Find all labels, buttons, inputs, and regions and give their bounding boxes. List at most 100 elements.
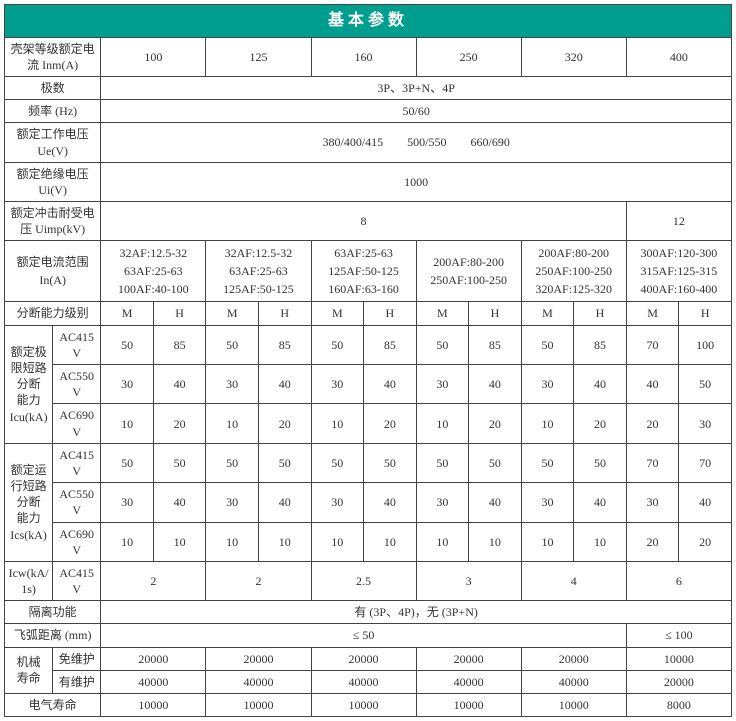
class-H: H <box>679 302 732 325</box>
class-M: M <box>311 302 364 325</box>
cell: 50 <box>258 443 311 482</box>
cell: 10 <box>153 522 206 561</box>
class-H: H <box>469 302 522 325</box>
in-range-0: 32AF:12.5-3263AF:25-63100AF:40-100 <box>101 241 206 302</box>
cell: 20000 <box>626 670 731 693</box>
cell: 85 <box>258 325 311 364</box>
cell: 20 <box>626 522 679 561</box>
mech-no-maint-row: 机械寿命 免维护 20000 20000 20000 20000 20000 1… <box>5 647 732 670</box>
arc-row: 飞弧距离 (mm) ≤ 50 ≤ 100 <box>5 624 732 647</box>
cell: 50 <box>364 443 417 482</box>
freq-row: 频率 (Hz) 50/60 <box>5 100 732 123</box>
in-range-1: 32AF:12.5-3263AF:25-63125AF:50-125 <box>206 241 311 302</box>
cell: 40 <box>364 365 417 404</box>
label-mech-life: 机械寿命 <box>5 647 53 693</box>
cell: 85 <box>574 325 627 364</box>
ics-row-690: AC690V 1010 1010 1010 1010 1010 2020 <box>5 522 732 561</box>
class-H: H <box>153 302 206 325</box>
cell: 10 <box>521 522 574 561</box>
cell: 50 <box>521 443 574 482</box>
class-M: M <box>521 302 574 325</box>
in-range-4: 200AF:80-200250AF:100-250320AF:125-320 <box>521 241 626 302</box>
cell: 40 <box>679 483 732 522</box>
cell: 70 <box>626 325 679 364</box>
cell: 40 <box>258 483 311 522</box>
header-row: 基本参数 <box>5 5 732 38</box>
icw-voltage: AC415V <box>53 561 101 600</box>
label-icu: 额定极限短路分断能力Icu(kA) <box>5 325 53 443</box>
label-ui: 额定绝缘电压Ui(V) <box>5 162 101 201</box>
class-H: H <box>364 302 417 325</box>
class-M: M <box>626 302 679 325</box>
cell: 40 <box>364 483 417 522</box>
label-in-range: 额定电流范围In(A) <box>5 241 101 302</box>
class-H: H <box>258 302 311 325</box>
voltage: AC690V <box>53 522 101 561</box>
cell: 85 <box>364 325 417 364</box>
frame-current-row: 壳架等级额定电流 Inm(A) 100 125 160 250 320 400 <box>5 37 732 76</box>
cell: 50 <box>153 443 206 482</box>
table-title: 基本参数 <box>5 5 732 38</box>
cell: 40 <box>574 365 627 404</box>
cell: 10000 <box>416 694 521 717</box>
cell: 50 <box>469 443 522 482</box>
in-range-row: 额定电流范围In(A) 32AF:12.5-3263AF:25-63100AF:… <box>5 241 732 302</box>
cell: 50 <box>206 325 259 364</box>
cell: 10000 <box>311 694 416 717</box>
cell: 40 <box>574 483 627 522</box>
cell: 10000 <box>206 694 311 717</box>
icw-row: Icw(kA/1s) AC415V 2 2 2.5 3 4 6 <box>5 561 732 600</box>
cell: 10 <box>101 404 154 443</box>
label-frame-current: 壳架等级额定电流 Inm(A) <box>5 37 101 76</box>
cell: 40 <box>469 483 522 522</box>
cell: 20000 <box>101 647 206 670</box>
cell: 30 <box>311 483 364 522</box>
in-range-5: 300AF:120-300315AF:125-315400AF:160-400 <box>626 241 731 302</box>
cell: 10 <box>521 404 574 443</box>
cell: 40000 <box>416 670 521 693</box>
icw-2: 2.5 <box>311 561 416 600</box>
cell: 40000 <box>206 670 311 693</box>
cell: 20000 <box>311 647 416 670</box>
cell: 20 <box>258 404 311 443</box>
icw-0: 2 <box>101 561 206 600</box>
cell: 10 <box>101 522 154 561</box>
cell: 10 <box>574 522 627 561</box>
label-ics: 额定运行短路分断能力Ics(kA) <box>5 443 53 561</box>
label-isolation: 隔离功能 <box>5 601 101 624</box>
cell: 30 <box>101 365 154 404</box>
cell: 10 <box>469 522 522 561</box>
label-no-maint: 免维护 <box>53 647 101 670</box>
cell: 20 <box>364 404 417 443</box>
freq-value: 50/60 <box>101 100 732 123</box>
frame-current-4: 320 <box>521 37 626 76</box>
voltage: AC415V <box>53 443 101 482</box>
label-ue: 额定工作电压Ue(V) <box>5 123 101 162</box>
icw-5: 6 <box>626 561 731 600</box>
cell: 20 <box>574 404 627 443</box>
cell: 30 <box>521 365 574 404</box>
cell: 40 <box>469 365 522 404</box>
elec-life-row: 电气寿命 10000 10000 10000 10000 10000 8000 <box>5 694 732 717</box>
cell: 50 <box>679 365 732 404</box>
cell: 20 <box>469 404 522 443</box>
voltage: AC550V <box>53 365 101 404</box>
cell: 100 <box>679 325 732 364</box>
cell: 10 <box>258 522 311 561</box>
class-M: M <box>101 302 154 325</box>
cell: 10 <box>416 522 469 561</box>
arc-first5: ≤ 50 <box>101 624 626 647</box>
cell: 30 <box>416 365 469 404</box>
cell: 30 <box>626 483 679 522</box>
cell: 40 <box>258 365 311 404</box>
class-M: M <box>416 302 469 325</box>
cell: 30 <box>416 483 469 522</box>
voltage: AC550V <box>53 483 101 522</box>
in-range-3: 200AF:80-200250AF:100-250 <box>416 241 521 302</box>
cell: 40 <box>153 483 206 522</box>
frame-current-0: 100 <box>101 37 206 76</box>
cell: 85 <box>469 325 522 364</box>
cell: 50 <box>416 443 469 482</box>
break-class-row: 分断能力级别 MH MH MH MH MH MH <box>5 302 732 325</box>
uimp-first5: 8 <box>101 202 626 241</box>
